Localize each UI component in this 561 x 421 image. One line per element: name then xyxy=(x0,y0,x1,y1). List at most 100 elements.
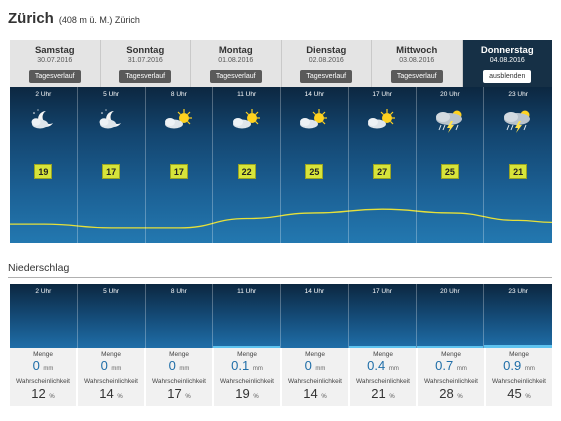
day-date: 02.08.2016 xyxy=(308,57,344,64)
day-name: Montag xyxy=(218,45,253,56)
probability-value: 17 % xyxy=(146,386,212,405)
temperature-curve xyxy=(10,208,552,229)
hour-label: 20 Uhr xyxy=(440,91,460,98)
probability-number: 21 xyxy=(371,386,386,401)
amount-label: Menge xyxy=(237,351,257,358)
hour-column: 17 Uhr 27 xyxy=(349,87,417,243)
probability-value: 28 % xyxy=(418,386,484,405)
probability-label: Wahrscheinlichkeit xyxy=(288,378,342,385)
precip-cell: Menge 0 mm Wahrscheinlichkeit 17 % xyxy=(146,348,214,406)
tagesverlauf-button[interactable]: Tagesverlauf xyxy=(209,70,262,83)
section-divider xyxy=(8,277,552,278)
tagesverlauf-button[interactable]: Tagesverlauf xyxy=(300,70,353,83)
precip-cell: Menge 0.7 mm Wahrscheinlichkeit 28 % xyxy=(418,348,486,406)
tagesverlauf-button[interactable]: Tagesverlauf xyxy=(119,70,172,83)
day-tab-samstag[interactable]: Samstag 30.07.2016 Tagesverlauf xyxy=(10,40,101,87)
precipitation-panel: 2 Uhr 5 Uhr 8 Uhr 11 Uhr 14 Uhr 17 Uhr 20 Uhr 2… xyxy=(10,284,552,348)
probability-value: 14 % xyxy=(282,386,348,405)
amount-value: 0 mm xyxy=(282,359,348,376)
amount-number: 0 xyxy=(100,358,108,373)
moon-cloud-icon xyxy=(26,107,60,133)
amount-label: Menge xyxy=(441,351,461,358)
probability-unit: % xyxy=(321,394,327,400)
hour-label: 5 Uhr xyxy=(103,288,120,295)
probability-unit: % xyxy=(457,394,463,400)
probability-label: Wahrscheinlichkeit xyxy=(220,378,274,385)
probability-unit: % xyxy=(49,394,55,400)
day-tabs: Samstag 30.07.2016 Tagesverlauf Sonntag … xyxy=(10,40,552,87)
hour-label: 23 Uhr xyxy=(508,91,528,98)
day-name: Dienstag xyxy=(306,45,347,56)
probability-unit: % xyxy=(389,394,395,400)
probability-number: 14 xyxy=(99,386,114,401)
hour-label: 14 Uhr xyxy=(304,91,325,98)
probability-unit: % xyxy=(525,394,531,400)
moon-cloud-icon xyxy=(94,107,128,133)
precipitation-title: Niederschlag xyxy=(8,262,70,274)
temperature-badge: 21 xyxy=(509,164,528,179)
probability-value: 21 % xyxy=(350,386,416,405)
precip-hour-column: 17 Uhr xyxy=(348,284,417,348)
probability-label: Wahrscheinlichkeit xyxy=(16,378,70,385)
hour-label: 2 Uhr xyxy=(35,91,52,98)
precip-hour-column: 23 Uhr xyxy=(484,284,552,348)
day-date: 04.08.2016 xyxy=(489,57,525,64)
precip-cell: Menge 0.9 mm Wahrscheinlichkeit 45 % xyxy=(486,348,552,406)
day-date: 03.08.2016 xyxy=(399,57,435,64)
thunderstorm-icon xyxy=(433,107,467,133)
amount-label: Menge xyxy=(169,351,189,358)
precip-hour-column: 8 Uhr xyxy=(146,284,214,348)
probability-value: 45 % xyxy=(486,386,552,405)
day-date: 31.07.2016 xyxy=(127,57,163,64)
tagesverlauf-button[interactable]: Tagesverlauf xyxy=(28,70,81,83)
ausblenden-button[interactable]: ausblenden xyxy=(483,70,532,83)
amount-value: 0.1 mm xyxy=(214,359,280,376)
hour-column: 23 Uhr 21 xyxy=(484,87,552,243)
amount-number: 0 xyxy=(168,358,176,373)
probability-label: Wahrscheinlichkeit xyxy=(152,378,206,385)
temperature-badge: 25 xyxy=(440,164,459,179)
hour-column: 11 Uhr 22 xyxy=(213,87,281,243)
probability-value: 19 % xyxy=(214,386,280,405)
sun-cloud-icon xyxy=(230,107,264,133)
city-name: Zürich xyxy=(8,10,54,27)
probability-unit: % xyxy=(185,394,191,400)
probability-number: 12 xyxy=(31,386,46,401)
precipitation-bar xyxy=(484,344,552,348)
amount-unit: mm xyxy=(43,366,54,372)
tagesverlauf-button[interactable]: Tagesverlauf xyxy=(390,70,443,83)
amount-value: 0 mm xyxy=(78,359,144,376)
day-tab-dienstag[interactable]: Dienstag 02.08.2016 Tagesverlauf xyxy=(281,40,372,87)
hour-column: 5 Uhr 17 xyxy=(78,87,146,243)
precipitation-bar xyxy=(213,346,280,348)
sun-cloud-icon xyxy=(162,107,196,133)
amount-number: 0 xyxy=(32,358,40,373)
hour-column: 14 Uhr 25 xyxy=(281,87,349,243)
day-tab-montag[interactable]: Montag 01.08.2016 Tagesverlauf xyxy=(191,40,282,87)
amount-unit: mm xyxy=(111,366,122,372)
temperature-badge: 22 xyxy=(237,164,256,179)
temperature-badge: 25 xyxy=(305,164,324,179)
amount-unit: mm xyxy=(388,366,399,372)
hour-label: 8 Uhr xyxy=(170,288,187,295)
amount-number: 0.1 xyxy=(231,358,250,373)
probability-number: 17 xyxy=(167,386,182,401)
hour-label: 23 Uhr xyxy=(508,288,528,295)
day-tab-donnerstag[interactable]: Donnerstag 04.08.2016 ausblenden xyxy=(462,40,552,87)
probability-number: 28 xyxy=(439,386,454,401)
hour-label: 14 Uhr xyxy=(304,288,325,295)
amount-unit: mm xyxy=(524,366,535,372)
hour-label: 11 Uhr xyxy=(237,288,257,295)
sun-cloud-icon xyxy=(297,107,331,133)
day-tab-mittwoch[interactable]: Mittwoch 03.08.2016 Tagesverlauf xyxy=(372,40,463,87)
amount-unit: mm xyxy=(456,366,467,372)
probability-value: 14 % xyxy=(78,386,144,405)
amount-number: 0.7 xyxy=(435,358,454,373)
location-meta: (408 m ü. M.) Zürich xyxy=(58,15,140,25)
amount-unit: mm xyxy=(179,366,190,372)
day-tab-sonntag[interactable]: Sonntag 31.07.2016 Tagesverlauf xyxy=(100,40,191,87)
amount-label: Menge xyxy=(373,351,393,358)
precip-cell: Menge 0 mm Wahrscheinlichkeit 12 % xyxy=(10,348,78,406)
day-name: Samstag xyxy=(34,45,75,56)
amount-number: 0.4 xyxy=(367,358,386,373)
